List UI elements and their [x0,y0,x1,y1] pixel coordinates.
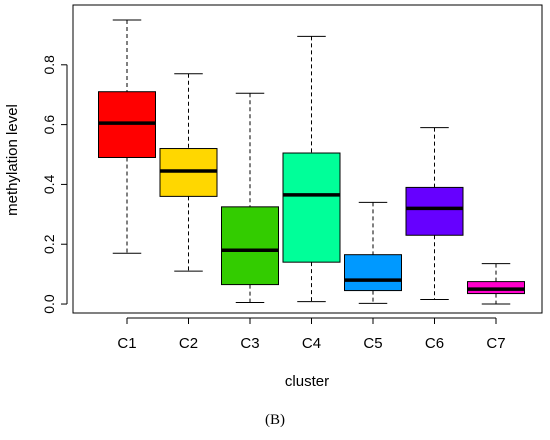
x-axis-label: cluster [285,373,329,390]
box-c5 [344,254,402,292]
y-tick-label: 0.8 [41,55,57,75]
x-tick-label: C2 [179,335,198,352]
y-tick-label: 0.0 [41,294,57,314]
y-tick-label: 0.6 [41,115,57,135]
plot-frame [72,4,543,314]
box-c4 [282,152,341,263]
y-axis-label: methylation level [4,104,21,216]
y-axis: 0.0 0.2 0.4 0.6 0.8 [41,55,68,314]
x-tick-label: C7 [486,335,505,352]
boxplot-chart: 0.0 0.2 0.4 0.6 0.8 C1 C2 C3 C4 C5 C6 C7 methylati… [4,4,543,390]
box-c6 [405,186,464,236]
x-axis: C1 C2 C3 C4 C5 C6 C7 [117,317,506,352]
x-tick-label: C6 [425,335,444,352]
x-tick-label: C1 [117,335,136,352]
panel-label: (B) [265,412,285,428]
x-tick-label: C4 [302,335,321,352]
box-c3 [221,206,279,286]
y-tick-label: 0.4 [41,174,57,194]
y-tick-label: 0.2 [41,234,57,254]
x-tick-label: C3 [240,335,259,352]
x-tick-label: C5 [363,335,382,352]
boxes-group [98,19,525,305]
